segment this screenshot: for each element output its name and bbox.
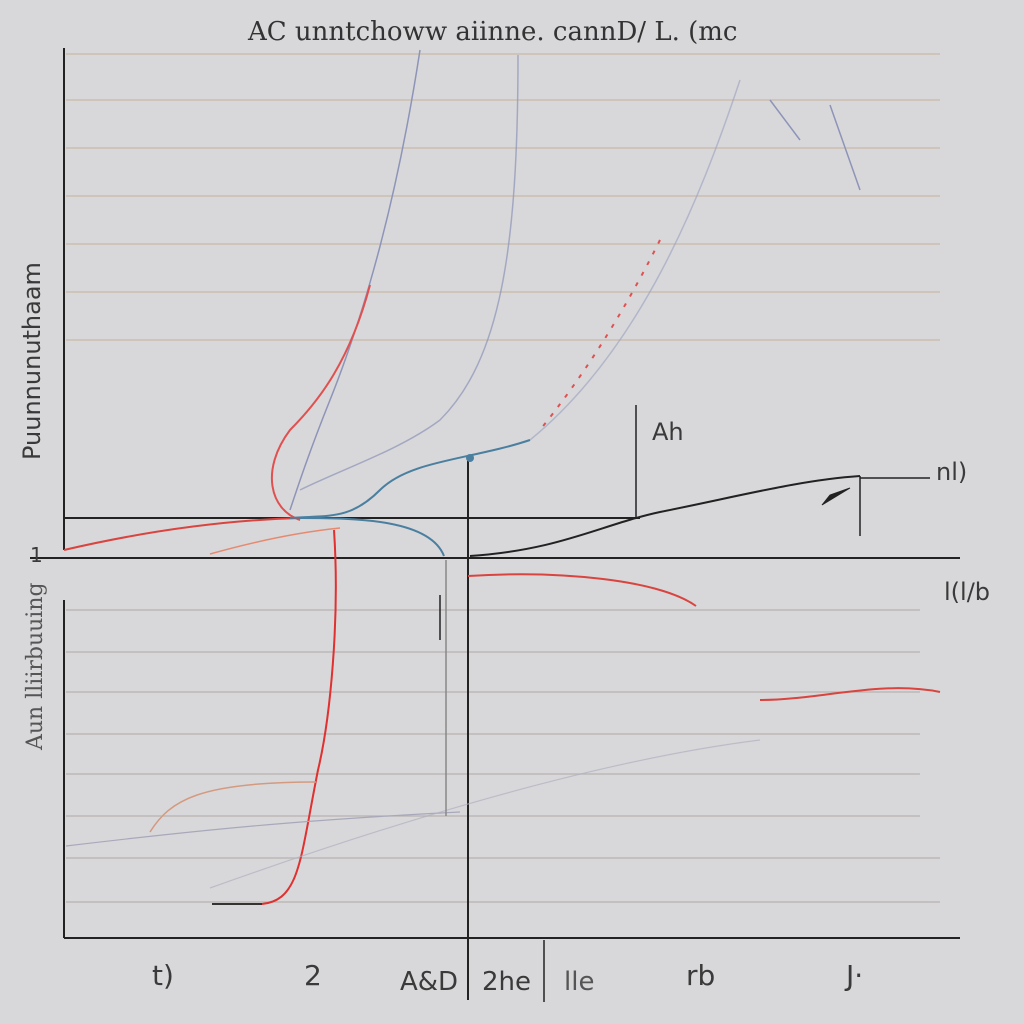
bottom-label: rb — [686, 959, 715, 992]
bottom-label: t) — [152, 959, 174, 992]
curve — [270, 284, 371, 521]
axes — [30, 48, 960, 1002]
curve — [261, 529, 337, 905]
axis-label: nl) — [936, 458, 967, 486]
annotation: Ah — [652, 418, 684, 446]
arrow — [821, 487, 851, 506]
curve — [759, 687, 941, 701]
dot — [466, 454, 474, 462]
bottom-label: lle — [564, 967, 594, 997]
curve — [149, 781, 317, 833]
axis-label: Puunnunuthaam — [18, 262, 46, 460]
curve — [529, 79, 741, 441]
curve — [539, 239, 661, 431]
axis-label: 1 — [30, 543, 43, 567]
title: AC unntchoww aiinne. cannD/ L. (mc — [247, 17, 737, 47]
bottom-label: 2 — [304, 959, 322, 992]
bottom-label: 2he — [482, 967, 531, 997]
curve — [65, 811, 461, 847]
lower-rules — [66, 609, 940, 903]
bottom-label: J· — [844, 959, 863, 992]
curve — [299, 517, 445, 557]
bottom-label: A&D — [400, 967, 458, 997]
bottom-labels: t) 2 A&D 2he lle rb J· — [152, 959, 863, 997]
curve — [289, 439, 531, 519]
curve — [209, 739, 761, 889]
axis-label: l(l/b — [944, 578, 990, 606]
curve — [469, 475, 861, 557]
upper-rules — [66, 53, 940, 341]
curve — [63, 517, 301, 551]
curve — [209, 527, 341, 555]
curve — [289, 49, 421, 511]
curves — [63, 49, 941, 905]
curve — [467, 573, 697, 607]
curve — [769, 99, 861, 191]
axis-label: Aun lliirbuuing — [23, 582, 48, 751]
curve — [299, 54, 519, 491]
